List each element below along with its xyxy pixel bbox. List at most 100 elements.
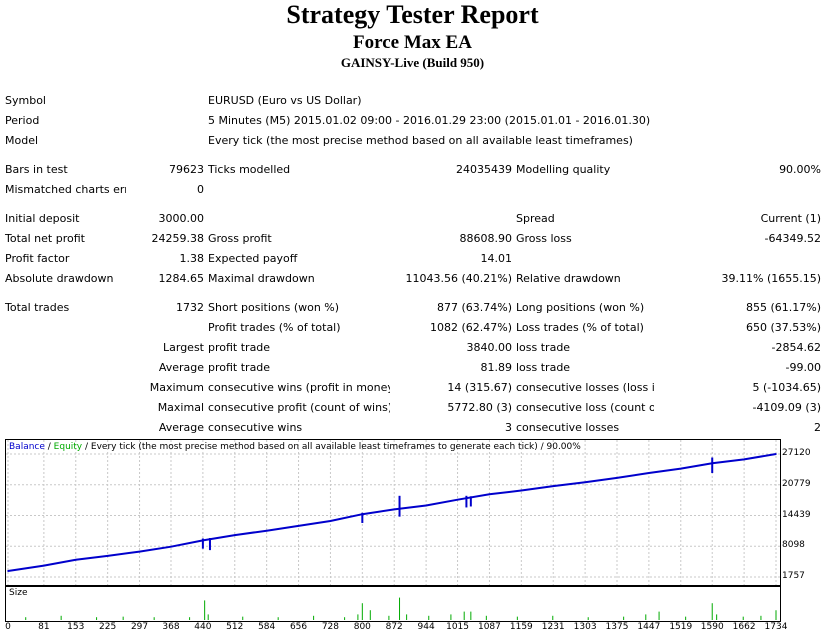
x-tick-label: 225 [99, 622, 117, 632]
label: Average [158, 360, 204, 374]
y-tick-label: 1757 [782, 571, 805, 581]
row-mismatch: Mismatched charts errors 0 [3, 179, 823, 199]
size-panel: Size [5, 586, 781, 622]
label: Largest [163, 340, 204, 354]
row-symbol: Symbol EURUSD (Euro vs US Dollar) [3, 90, 823, 110]
value: 3840.00 [466, 340, 513, 354]
label: Symbol [5, 93, 46, 107]
value: 88608.90 [459, 231, 513, 245]
legend-description: / Every tick (the most precise method ba… [82, 442, 581, 452]
label: Mismatched charts errors [5, 182, 126, 196]
balance-point [679, 467, 682, 470]
x-tick-label: 0 [5, 622, 11, 632]
x-tick-label: 1590 [700, 622, 724, 632]
label: consecutive losses [516, 420, 620, 434]
value: 3000.00 [158, 211, 205, 225]
label: Relative drawdown [516, 271, 621, 285]
x-tick-label: 368 [162, 622, 180, 632]
row-profit-trades: Profit trades (% of total) 1082 (62.47%)… [3, 317, 823, 337]
x-tick-label: 584 [258, 622, 276, 632]
value: 855 (61.17%) [745, 300, 822, 314]
row-model: Model Every tick (the most precise metho… [3, 130, 823, 150]
legend-balance: Balance [9, 442, 45, 452]
label: Ticks modelled [208, 162, 291, 176]
x-tick-label: 1375 [605, 622, 629, 632]
x-tick-label: 1087 [477, 622, 501, 632]
row-drawdown: Absolute drawdown 1284.65 Maximal drawdo… [3, 268, 823, 288]
label: Average [158, 420, 204, 434]
value: 24259.38 [151, 231, 205, 245]
label: Model [5, 133, 39, 147]
value: 14 (315.67) [447, 380, 512, 394]
value: Every tick (the most precise method base… [208, 133, 633, 147]
balance-point [138, 550, 141, 553]
value: 0 [197, 182, 204, 196]
balance-point [488, 493, 491, 496]
x-tick-label: 1231 [541, 622, 565, 632]
x-tick-label: 297 [130, 622, 149, 632]
value: Current (1) [760, 211, 822, 225]
row-average: Average profit trade 81.89 loss trade -9… [3, 357, 823, 377]
row-profit-factor: Profit factor 1.38 Expected payoff 14.01 [3, 248, 823, 268]
label: Total trades [5, 300, 70, 314]
legend-separator: / [44, 442, 54, 452]
balance-point [170, 545, 172, 548]
balance-point [456, 498, 459, 501]
label: Profit factor [5, 251, 70, 265]
balance-point [43, 564, 45, 567]
balance-point [106, 555, 109, 557]
balance-point [775, 453, 777, 455]
balance-line [7, 453, 777, 572]
label: Long positions (won %) [516, 300, 645, 314]
x-tick-label: 440 [194, 622, 212, 632]
legend-equity: Equity [53, 442, 83, 452]
value: 79623 [169, 162, 204, 176]
expert-name: Force Max EA [353, 32, 472, 53]
label: Bars in test [5, 162, 68, 176]
value: 5772.80 (3) [447, 400, 512, 414]
y-tick-label: 8098 [782, 540, 805, 551]
row-deposit: Initial deposit 3000.00 Spread Current (… [3, 208, 823, 228]
balance-point [329, 520, 332, 522]
x-tick-label: 1519 [669, 622, 693, 632]
label: consecutive profit (count of wins) [208, 400, 390, 414]
balance-point [361, 513, 364, 516]
label: Gross loss [516, 231, 572, 245]
label: Profit trades (% of total) [208, 320, 341, 334]
value: 2 [814, 420, 822, 434]
balance-point [7, 570, 9, 572]
x-tick-label: 512 [226, 622, 244, 632]
size-label: Size [9, 588, 28, 598]
balance-point [520, 489, 523, 492]
value: 1.38 [179, 251, 205, 265]
label: loss trade [516, 340, 571, 354]
x-tick-label: 1159 [509, 622, 533, 632]
label: Modelling quality [516, 162, 611, 176]
x-tick-label: 800 [353, 622, 371, 632]
chart-legend: Balance / Equity / Every tick (the most … [9, 442, 581, 452]
x-tick-label: 656 [289, 622, 308, 632]
value: -64349.52 [764, 231, 822, 245]
value: 81.89 [480, 360, 513, 374]
x-tick-label: 1303 [573, 622, 597, 632]
balance-point [584, 481, 586, 484]
balance-point [616, 477, 618, 479]
row-average-consecutive: Average consecutive wins 3 consecutive l… [3, 417, 823, 437]
row-period: Period 5 Minutes (M5) 2015.01.02 09:00 -… [3, 110, 823, 130]
label: loss trade [516, 360, 571, 374]
report-title: Strategy Tester Report [286, 0, 539, 29]
label: consecutive wins (profit in money) [208, 380, 390, 394]
value: 877 (63.74%) [436, 300, 512, 314]
value: 14.01 [480, 251, 513, 265]
label: Loss trades (% of total) [516, 320, 644, 334]
label: Initial deposit [5, 211, 80, 225]
balance-point [74, 559, 77, 561]
value: -4109.09 (3) [752, 400, 822, 414]
row-maximal: Maximal consecutive profit (count of win… [3, 397, 823, 417]
y-tick-label: 20779 [782, 478, 811, 489]
x-tick-label: 728 [321, 622, 340, 632]
label: Period [5, 113, 40, 127]
label: Gross profit [208, 231, 272, 245]
value: 5 Minutes (M5) 2015.01.02 09:00 - 2016.0… [208, 113, 651, 127]
balance-point [265, 529, 268, 532]
